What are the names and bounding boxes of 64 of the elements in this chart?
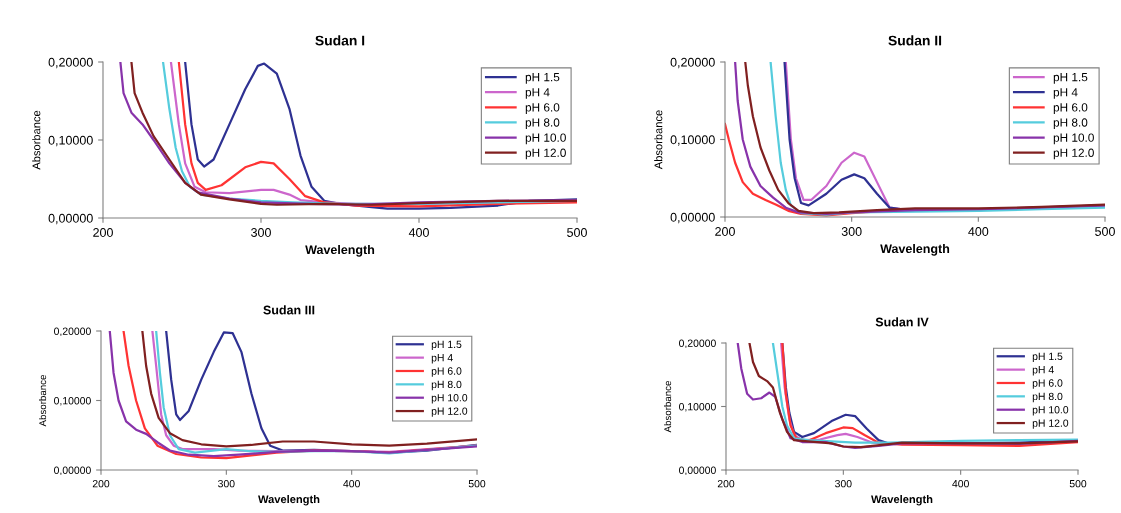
y-tick-label: 0,10000 bbox=[670, 135, 715, 146]
x-axis-title: Wavelength bbox=[258, 494, 320, 506]
y-tick-label: 0,10000 bbox=[54, 397, 91, 406]
x-tick-label: 300 bbox=[835, 480, 852, 488]
legend-label: pH 4 bbox=[525, 88, 550, 99]
legend-label: pH 4 bbox=[431, 354, 453, 364]
y-tick-label: 0,00000 bbox=[48, 213, 93, 225]
y-tick-label: 0,00000 bbox=[54, 466, 91, 476]
legend-label: pH 4 bbox=[1053, 88, 1078, 99]
legend-label: pH 10.0 bbox=[525, 133, 566, 145]
chart-title: Sudan I bbox=[315, 35, 365, 46]
legend-label: pH 1.5 bbox=[525, 73, 560, 84]
x-tick-label: 400 bbox=[408, 228, 429, 237]
x-tick-label: 200 bbox=[715, 227, 735, 236]
legend-label: pH 10.0 bbox=[431, 394, 468, 404]
x-tick-label: 500 bbox=[1069, 480, 1087, 488]
x-tick-label: 400 bbox=[968, 227, 989, 236]
legend-label: pH 6.0 bbox=[525, 103, 560, 114]
x-tick-label: 200 bbox=[92, 480, 110, 488]
y-tick-label: 0,20000 bbox=[670, 57, 715, 69]
x-axis-title: Wavelength bbox=[305, 244, 375, 257]
legend-label: pH 6.0 bbox=[1032, 379, 1063, 389]
y-tick-label: 0,20000 bbox=[48, 57, 93, 69]
y-axis-title: Absorbance bbox=[32, 110, 41, 170]
x-tick-label: 500 bbox=[567, 228, 587, 237]
legend-label: pH 1.5 bbox=[1053, 73, 1088, 84]
x-tick-label: 400 bbox=[952, 480, 969, 488]
legend-label: pH 12.0 bbox=[525, 148, 566, 160]
x-tick-label: 200 bbox=[93, 228, 113, 237]
y-axis-title: Absorbance bbox=[664, 380, 672, 433]
chart-title: Sudan IV bbox=[875, 317, 929, 327]
legend-label: pH 12.0 bbox=[1053, 148, 1094, 160]
x-tick-label: 400 bbox=[343, 480, 360, 488]
x-tick-label: 500 bbox=[468, 480, 486, 488]
y-tick-label: 0,00000 bbox=[670, 212, 715, 224]
x-tick-label: 200 bbox=[717, 480, 735, 488]
y-tick-label: 0,10000 bbox=[679, 403, 716, 412]
legend-label: pH 4 bbox=[1032, 366, 1054, 376]
legend-label: pH 1.5 bbox=[1032, 352, 1063, 363]
x-axis-title: Wavelength bbox=[871, 494, 933, 506]
legend-label: pH 1.5 bbox=[431, 340, 462, 351]
legend-label: pH 6.0 bbox=[1053, 103, 1088, 114]
legend-label: pH 8.0 bbox=[1053, 118, 1088, 130]
y-tick-label: 0,20000 bbox=[54, 327, 91, 337]
chart-title: Sudan II bbox=[888, 35, 942, 46]
y-axis-title: Absorbance bbox=[654, 110, 663, 170]
legend-label: pH 8.0 bbox=[431, 380, 462, 391]
chart-title: Sudan III bbox=[263, 305, 315, 315]
x-tick-label: 300 bbox=[218, 480, 235, 488]
legend-label: pH 10.0 bbox=[1053, 133, 1094, 145]
y-axis-title: Absorbance bbox=[39, 374, 47, 427]
y-tick-label: 0,20000 bbox=[679, 339, 716, 349]
x-tick-label: 300 bbox=[251, 228, 271, 237]
legend-label: pH 8.0 bbox=[525, 118, 560, 130]
y-tick-label: 0,00000 bbox=[679, 466, 716, 476]
y-tick-label: 0,10000 bbox=[48, 135, 93, 147]
x-tick-label: 300 bbox=[841, 227, 862, 236]
x-axis-title: Wavelength bbox=[880, 243, 950, 256]
legend-label: pH 12.0 bbox=[1032, 419, 1069, 429]
legend-label: pH 6.0 bbox=[431, 367, 462, 377]
legend-label: pH 10.0 bbox=[1032, 406, 1069, 416]
x-tick-label: 500 bbox=[1095, 227, 1115, 236]
legend-label: pH 8.0 bbox=[1032, 392, 1063, 403]
legend-label: pH 12.0 bbox=[431, 407, 468, 417]
